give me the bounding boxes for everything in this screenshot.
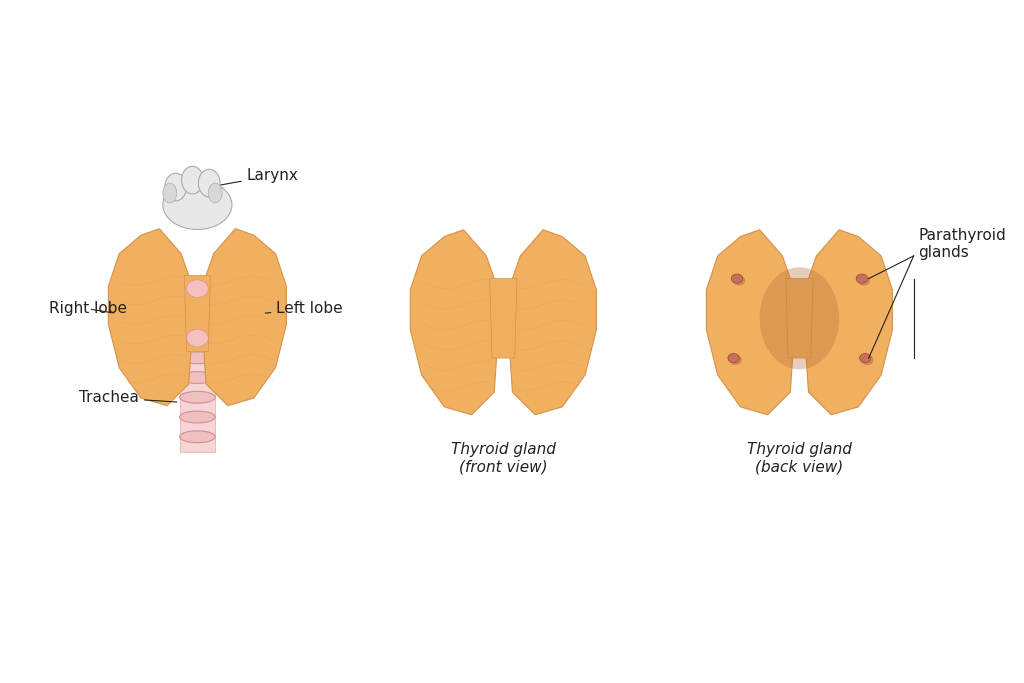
Ellipse shape (186, 329, 208, 347)
Ellipse shape (179, 372, 215, 383)
Text: Larynx: Larynx (196, 168, 299, 189)
Ellipse shape (163, 183, 177, 203)
Polygon shape (179, 353, 215, 451)
Text: Thyroid gland
(front view): Thyroid gland (front view) (451, 442, 556, 474)
Ellipse shape (861, 355, 873, 365)
Ellipse shape (199, 169, 220, 197)
Ellipse shape (179, 411, 215, 423)
Ellipse shape (856, 274, 867, 283)
Text: Parathyroid
glands: Parathyroid glands (919, 228, 1007, 260)
Ellipse shape (731, 274, 742, 283)
Ellipse shape (181, 167, 204, 194)
Ellipse shape (857, 275, 870, 285)
Ellipse shape (179, 391, 215, 403)
Ellipse shape (760, 267, 839, 370)
Polygon shape (785, 279, 813, 358)
Text: Left lobe: Left lobe (265, 301, 343, 316)
Polygon shape (411, 229, 497, 415)
Polygon shape (109, 229, 190, 406)
Ellipse shape (179, 352, 215, 364)
Polygon shape (806, 229, 893, 415)
Polygon shape (510, 229, 596, 415)
Ellipse shape (728, 354, 739, 363)
Ellipse shape (859, 354, 871, 363)
Ellipse shape (186, 280, 208, 298)
Polygon shape (489, 279, 517, 358)
Ellipse shape (163, 180, 231, 229)
Text: Trachea: Trachea (79, 390, 177, 405)
Ellipse shape (733, 275, 745, 285)
Ellipse shape (165, 173, 186, 201)
Polygon shape (204, 229, 287, 406)
Polygon shape (184, 275, 210, 351)
Text: Thyroid gland
(back view): Thyroid gland (back view) (746, 442, 852, 474)
Ellipse shape (208, 183, 222, 203)
Polygon shape (707, 229, 793, 415)
Text: Right lobe: Right lobe (49, 301, 127, 316)
Ellipse shape (729, 355, 741, 365)
Ellipse shape (179, 431, 215, 443)
